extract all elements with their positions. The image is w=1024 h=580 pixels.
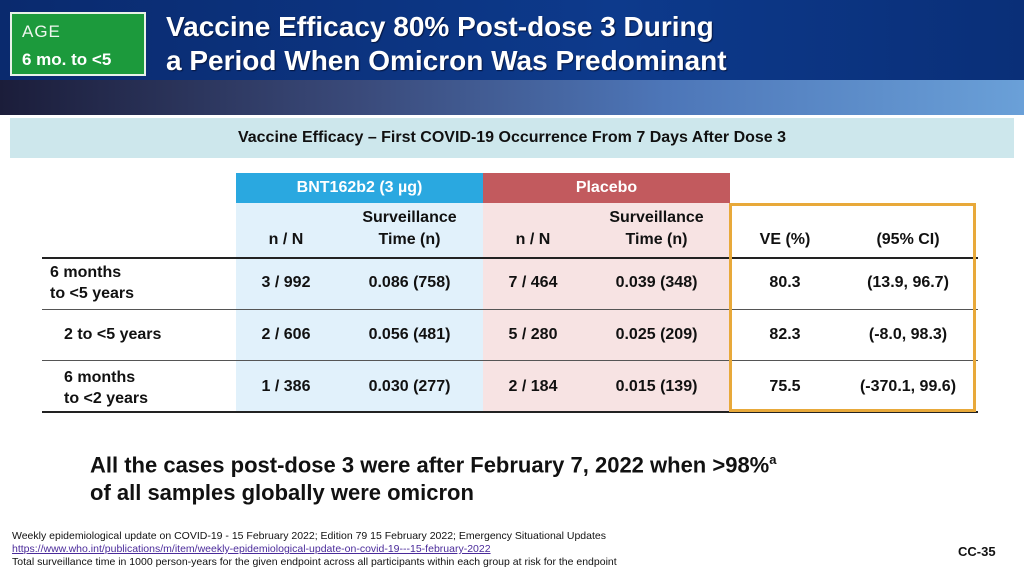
age-value: 6 mo. to <5	[22, 50, 112, 69]
row-label-2: 2 to <5 years	[64, 326, 162, 343]
row3-bnt-nN: 1 / 386	[261, 378, 311, 395]
title-line-2: a Period When Omicron Was Predominant	[166, 45, 727, 76]
row-label-1-line-1: 6 months	[50, 264, 122, 281]
row2-pla-nN: 5 / 280	[508, 326, 558, 343]
col-header-bnt-surv-1: Surveillance	[362, 209, 457, 226]
row-divider-1	[42, 309, 978, 310]
col-header-ci: (95% CI)	[876, 231, 940, 248]
age-label: AGE	[22, 22, 61, 41]
row2-ve: 82.3	[769, 326, 801, 343]
row2-bnt-surv: 0.056 (481)	[368, 326, 451, 343]
title-line-1: Vaccine Efficacy 80% Post-dose 3 During	[166, 11, 714, 42]
slide-id: CC-35	[958, 544, 996, 559]
footnote-link[interactable]: https://www.who.int/publications/m/item/…	[12, 543, 491, 555]
row1-pla-nN: 7 / 464	[508, 274, 558, 291]
group-header-placebo: Placebo	[483, 173, 730, 203]
age-badge: AGE 6 mo. to <5	[10, 12, 146, 76]
row-label-1-line-2: to <5 years	[50, 285, 135, 302]
row2-bnt-nN: 2 / 606	[261, 326, 311, 343]
col-header-bnt-surv-2: Time (n)	[378, 231, 441, 248]
page-title: Vaccine Efficacy 80% Post-dose 3 During …	[166, 10, 866, 78]
col-header-bnt-nN: n / N	[268, 231, 304, 248]
row-label-3-line-1: 6 months	[64, 369, 136, 386]
header-gradient-strip	[0, 80, 1024, 115]
row1-bnt-surv: 0.086 (758)	[368, 274, 451, 291]
row3-ve: 75.5	[769, 378, 801, 395]
col-header-ve: VE (%)	[759, 231, 811, 248]
note-line-1: All the cases post-dose 3 were after Feb…	[90, 452, 777, 478]
row2-ci: (-8.0, 98.3)	[868, 326, 948, 343]
row3-pla-surv: 0.015 (139)	[615, 378, 698, 395]
row-label-3-line-2: to <2 years	[64, 390, 149, 407]
col-header-pla-surv-2: Time (n)	[625, 231, 688, 248]
omicron-note: All the cases post-dose 3 were after Feb…	[90, 446, 970, 507]
group-header-bnt: BNT162b2 (3 µg)	[236, 173, 483, 203]
table-header-rule	[42, 257, 978, 259]
row-divider-2	[42, 360, 978, 361]
subtitle-band: Vaccine Efficacy – First COVID-19 Occurr…	[10, 118, 1014, 158]
placebo-column-background	[483, 203, 730, 412]
row1-pla-surv: 0.039 (348)	[615, 274, 698, 291]
row3-ci: (-370.1, 99.6)	[859, 378, 957, 395]
row1-ve: 80.3	[769, 274, 801, 291]
row1-bnt-nN: 3 / 992	[261, 274, 311, 291]
ve-highlight-box	[729, 203, 976, 412]
row3-bnt-surv: 0.030 (277)	[368, 378, 451, 395]
note-superscript: a	[769, 452, 777, 467]
note-line-2: of all samples globally were omicron	[90, 480, 474, 506]
row3-pla-nN: 2 / 184	[508, 378, 558, 395]
footnote-surveillance: Total surveillance time in 1000 person-y…	[12, 556, 617, 568]
row1-ci: (13.9, 96.7)	[867, 274, 949, 291]
table-bottom-rule	[42, 411, 978, 413]
row2-pla-surv: 0.025 (209)	[615, 326, 698, 343]
col-header-pla-nN: n / N	[515, 231, 551, 248]
bnt-column-background	[236, 203, 483, 412]
footnote-source: Weekly epidemiological update on COVID-1…	[12, 530, 606, 542]
table-subtitle: Vaccine Efficacy – First COVID-19 Occurr…	[237, 129, 787, 146]
col-header-pla-surv-1: Surveillance	[609, 209, 704, 226]
